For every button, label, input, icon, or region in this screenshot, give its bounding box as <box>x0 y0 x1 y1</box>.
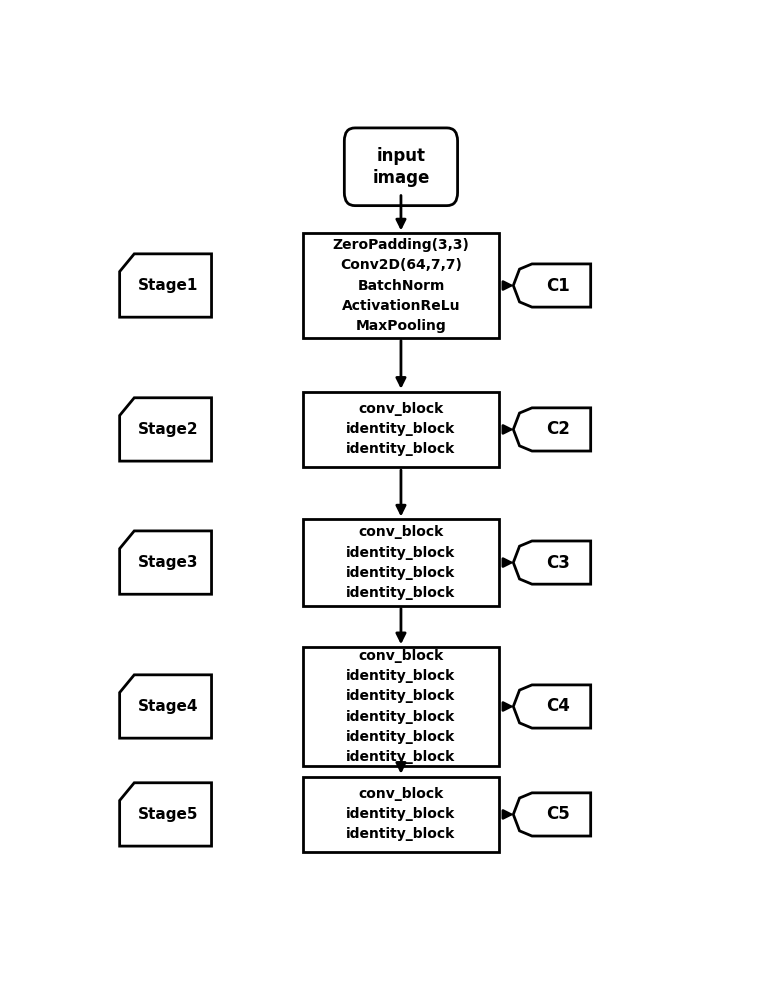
Bar <box>303 647 499 766</box>
Text: Stage2: Stage2 <box>138 422 198 437</box>
Text: conv_block
identity_block
identity_block
identity_block: conv_block identity_block identity_block… <box>347 525 456 600</box>
Text: input
image: input image <box>373 147 430 187</box>
FancyBboxPatch shape <box>344 128 457 206</box>
Text: C3: C3 <box>546 554 570 572</box>
Text: Stage1: Stage1 <box>138 278 198 293</box>
Text: C4: C4 <box>546 697 570 715</box>
Bar <box>303 519 499 606</box>
Text: Stage5: Stage5 <box>138 807 198 822</box>
Text: Stage3: Stage3 <box>138 555 198 570</box>
Text: C5: C5 <box>546 805 570 823</box>
Text: ZeroPadding(3,3)
Conv2D(64,7,7)
BatchNorm
ActivationReLu
MaxPooling: ZeroPadding(3,3) Conv2D(64,7,7) BatchNor… <box>333 238 470 333</box>
Bar <box>303 777 499 852</box>
Text: C1: C1 <box>546 277 570 295</box>
Text: Stage4: Stage4 <box>138 699 198 714</box>
Bar <box>303 392 499 467</box>
Text: C2: C2 <box>546 420 570 438</box>
Text: conv_block
identity_block
identity_block
identity_block
identity_block
identity_: conv_block identity_block identity_block… <box>347 649 456 764</box>
Text: conv_block
identity_block
identity_block: conv_block identity_block identity_block <box>347 402 456 456</box>
Bar <box>303 233 499 338</box>
Text: conv_block
identity_block
identity_block: conv_block identity_block identity_block <box>347 787 456 841</box>
